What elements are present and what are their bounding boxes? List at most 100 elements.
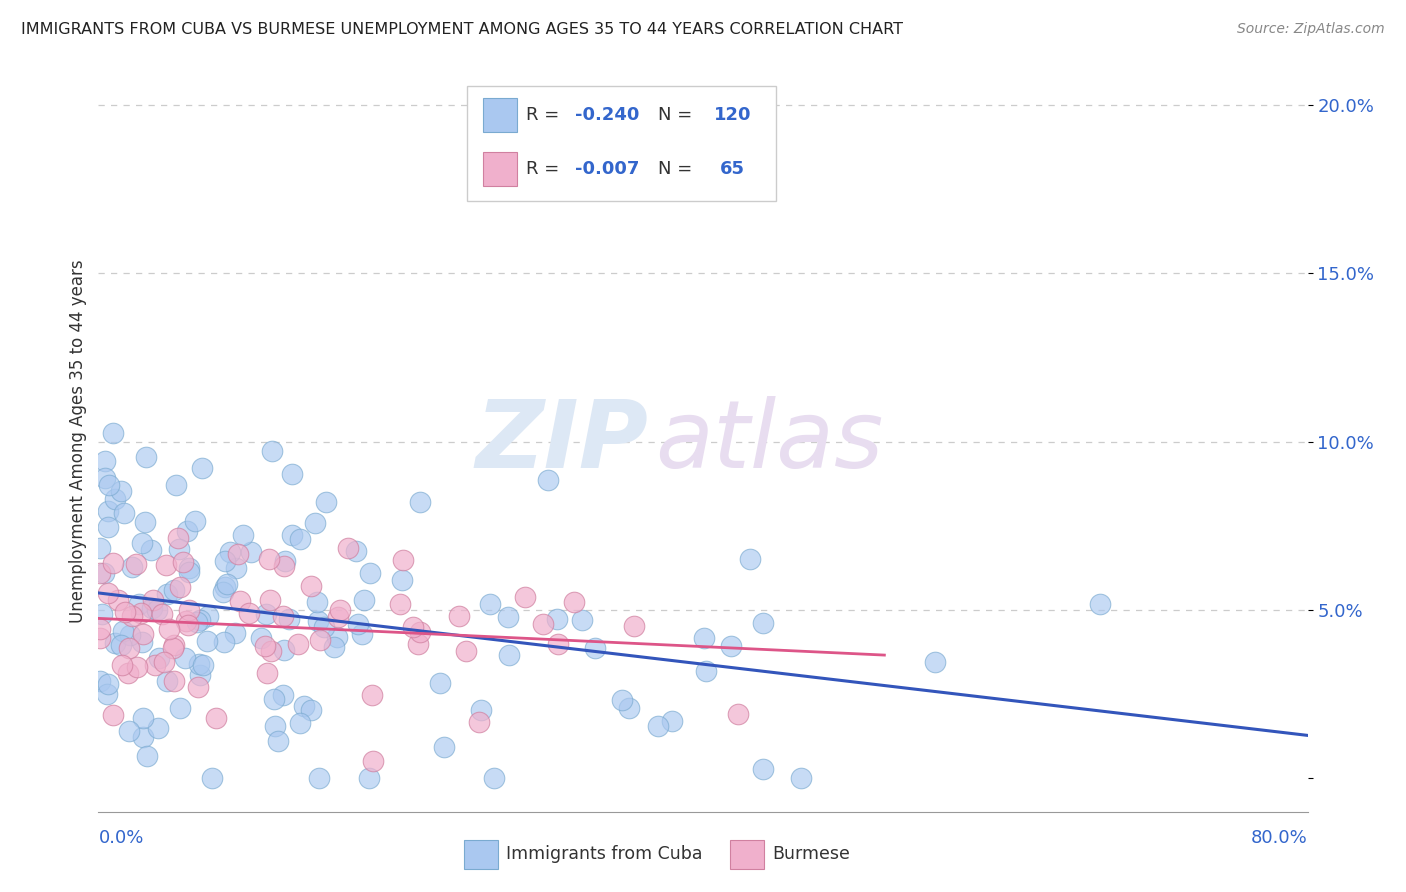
Text: 0.0%: 0.0% <box>98 829 143 847</box>
Y-axis label: Unemployment Among Ages 35 to 44 years: Unemployment Among Ages 35 to 44 years <box>69 260 87 624</box>
Point <box>142 593 165 607</box>
Point <box>166 531 188 545</box>
Point <box>406 637 429 651</box>
Point <box>152 655 174 669</box>
Point <box>537 473 560 487</box>
Point <box>360 688 382 702</box>
Point <box>188 657 211 671</box>
Point <box>186 615 208 630</box>
Point <box>409 495 432 509</box>
Point <box>97 586 120 600</box>
Point <box>184 514 207 528</box>
Point <box>89 541 111 556</box>
Point <box>212 585 235 599</box>
Point <box>134 515 156 529</box>
Point <box>148 721 170 735</box>
Point <box>292 698 315 713</box>
Point <box>301 579 323 593</box>
Point <box>165 478 187 492</box>
Point <box>259 593 281 607</box>
Point <box>101 556 124 570</box>
Point <box>254 607 277 621</box>
Point <box>308 771 330 785</box>
Point <box>146 603 169 617</box>
Point <box>112 506 135 520</box>
Point <box>193 658 215 673</box>
Point <box>127 659 149 673</box>
Point <box>229 594 252 608</box>
Point <box>449 608 471 623</box>
Point <box>110 483 132 498</box>
Point <box>104 491 127 506</box>
Point <box>98 477 121 491</box>
Point <box>89 623 111 637</box>
Point <box>162 640 184 655</box>
Point <box>287 637 309 651</box>
Text: atlas: atlas <box>655 396 883 487</box>
Point <box>97 503 120 517</box>
Point <box>117 666 139 681</box>
Point <box>260 444 283 458</box>
Point <box>226 547 249 561</box>
Point <box>121 560 143 574</box>
Point <box>273 643 295 657</box>
Point <box>751 763 773 777</box>
Point <box>323 640 346 654</box>
Point <box>96 687 118 701</box>
Point <box>91 607 114 621</box>
Point <box>128 597 150 611</box>
Point <box>176 618 198 632</box>
Point <box>693 632 716 646</box>
Text: IMMIGRANTS FROM CUBA VS BURMESE UNEMPLOYMENT AMONG AGES 35 TO 44 YEARS CORRELATI: IMMIGRANTS FROM CUBA VS BURMESE UNEMPLOY… <box>21 22 903 37</box>
Point <box>346 616 368 631</box>
Point <box>94 454 117 468</box>
Point <box>249 631 271 645</box>
Point <box>288 716 311 731</box>
Point <box>273 558 295 573</box>
Point <box>157 622 180 636</box>
Point <box>107 593 129 607</box>
Point <box>224 625 246 640</box>
Point <box>562 595 585 609</box>
Point <box>197 608 219 623</box>
Point <box>344 543 367 558</box>
Point <box>271 608 294 623</box>
Point <box>232 527 254 541</box>
Point <box>402 620 425 634</box>
Point <box>256 665 278 680</box>
Text: ZIP: ZIP <box>475 395 648 488</box>
Point <box>496 610 519 624</box>
Point <box>201 771 224 785</box>
Point <box>173 650 195 665</box>
Point <box>93 566 115 580</box>
Point <box>260 644 283 658</box>
Point <box>513 590 536 604</box>
Point <box>647 719 669 733</box>
Point <box>191 461 214 475</box>
Point <box>111 658 134 673</box>
Point <box>174 615 197 629</box>
Point <box>307 614 329 628</box>
Point <box>299 703 322 717</box>
Point <box>271 688 294 702</box>
Point <box>89 566 111 580</box>
Point <box>148 650 170 665</box>
Point <box>177 565 200 579</box>
Point <box>353 593 375 607</box>
Point <box>163 674 186 689</box>
Point <box>263 691 285 706</box>
Point <box>623 619 645 633</box>
Point <box>169 580 191 594</box>
Point <box>924 655 946 669</box>
Point <box>156 674 179 689</box>
Point <box>790 771 813 785</box>
Point <box>150 607 173 621</box>
Point <box>169 541 191 556</box>
Point <box>361 754 384 768</box>
Point <box>136 749 159 764</box>
Point <box>429 675 451 690</box>
Point <box>547 637 569 651</box>
Point <box>141 600 163 615</box>
Point <box>290 532 312 546</box>
Point <box>101 708 124 723</box>
